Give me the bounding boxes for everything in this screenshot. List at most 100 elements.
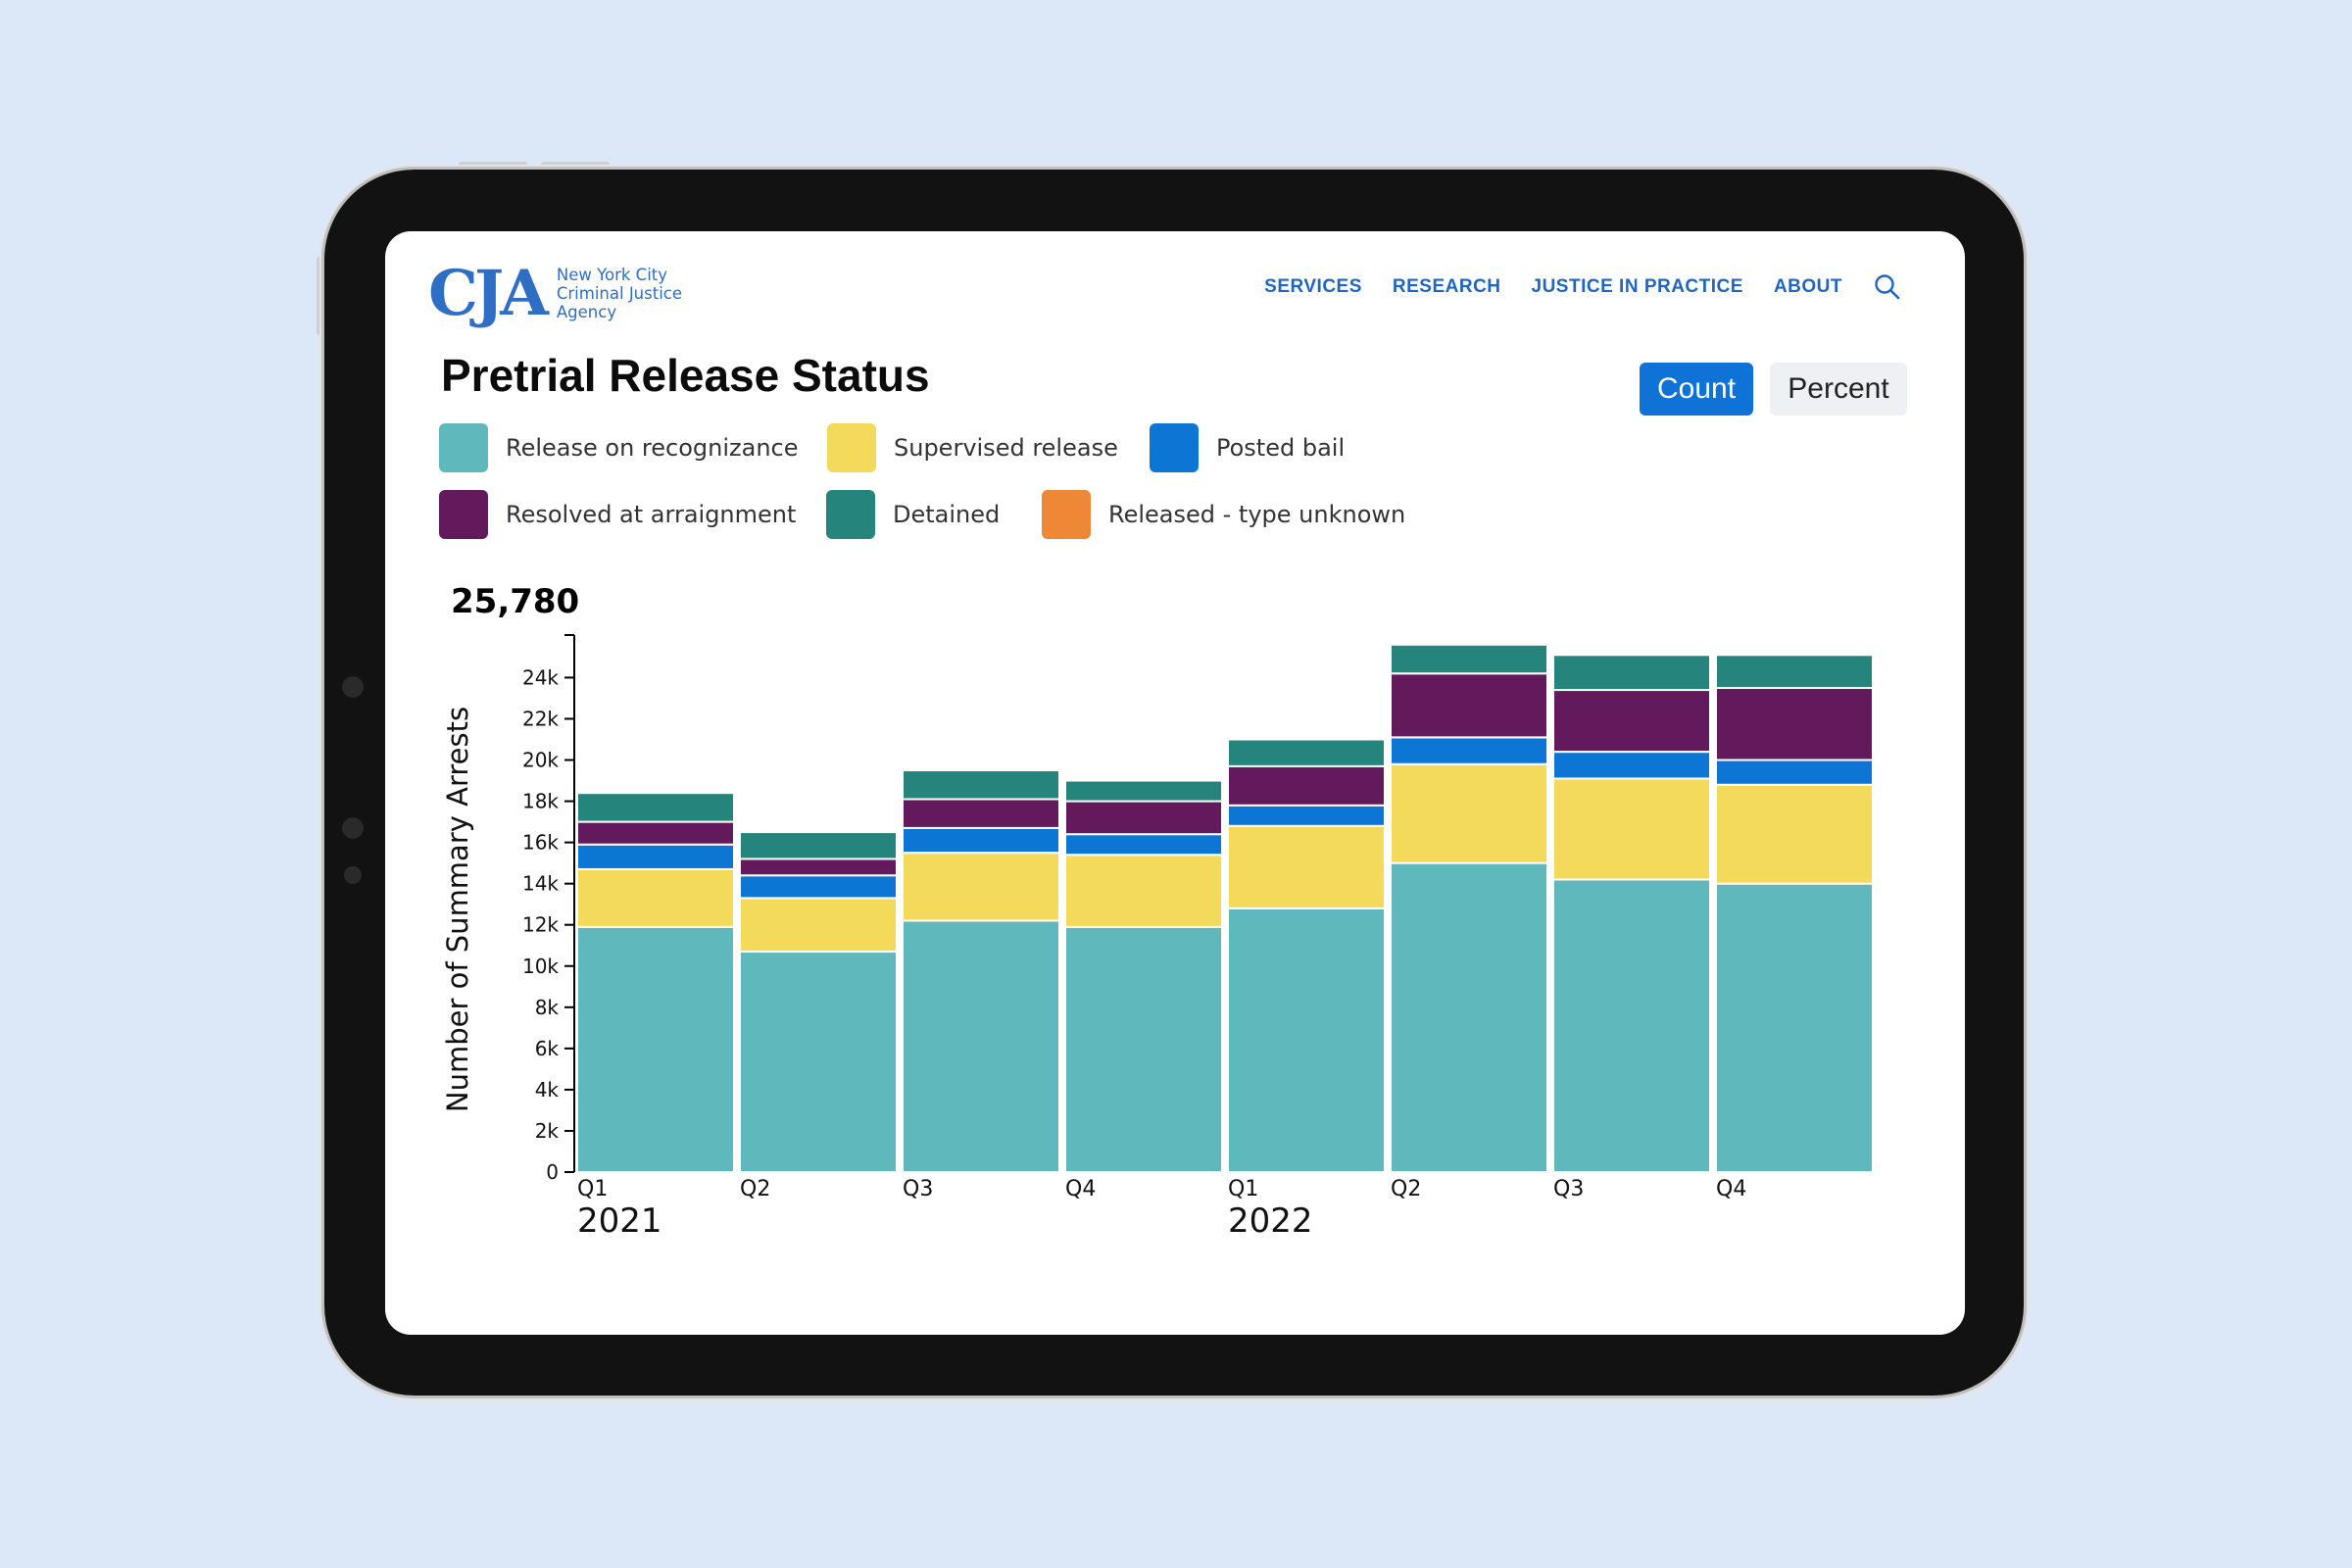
legend-swatch: [1150, 423, 1199, 472]
bar-segment: [1715, 882, 1874, 1174]
bar-segment: [1227, 738, 1386, 767]
legend-item-resolved: Resolved at arraignment: [439, 490, 796, 539]
x-tick-label: Q4: [1716, 1177, 1746, 1201]
legend-swatch: [826, 490, 875, 539]
x-tick-label: Q4: [1065, 1177, 1096, 1201]
bar-segment: [1064, 800, 1223, 836]
sensor-dot: [342, 817, 364, 839]
page-title: Pretrial Release Status: [441, 350, 930, 401]
legend-label: Posted bail: [1216, 434, 1346, 462]
x-tick-label: Q2: [740, 1177, 770, 1201]
bar-segment: [576, 843, 735, 870]
y-tick-label: 18k: [522, 790, 559, 813]
x-year-label: 2021: [577, 1201, 662, 1241]
bar-segment: [1715, 759, 1874, 786]
nav-services[interactable]: SERVICES: [1264, 276, 1362, 297]
bar-segment: [576, 792, 735, 823]
bar-segment: [739, 858, 898, 877]
bar-segment: [1715, 654, 1874, 689]
legend-item-bail: Posted bail: [1150, 423, 1345, 472]
x-tick-label: Q2: [1391, 1177, 1421, 1201]
y-tick-label: 12k: [522, 913, 559, 937]
bar-segment: [1715, 686, 1874, 761]
x-tick-label: Q1: [577, 1177, 608, 1201]
count-toggle-button[interactable]: Count: [1640, 363, 1753, 416]
main-nav: SERVICES RESEARCH JUSTICE IN PRACTICE AB…: [1264, 272, 1902, 302]
sensor-dot-small: [344, 866, 362, 884]
power-button: [541, 162, 610, 170]
nav-research[interactable]: RESEARCH: [1392, 276, 1501, 297]
bar-segment: [1064, 779, 1223, 803]
y-tick-label: 2k: [535, 1119, 560, 1143]
y-tick-label: 0: [546, 1160, 559, 1184]
y-axis-title: Number of Summary Arrests: [441, 707, 474, 1112]
bar-segment: [1390, 736, 1548, 765]
cja-logo[interactable]: CJA New York City Criminal Justice Agenc…: [428, 257, 713, 330]
legend-label: Release on recognizance: [506, 434, 799, 462]
logo-text: New York City Criminal Justice Agency: [557, 266, 713, 321]
bar-segment: [1552, 689, 1711, 754]
side-button: [317, 257, 324, 335]
y-tick-label: 4k: [535, 1078, 560, 1102]
nav-about[interactable]: ABOUT: [1773, 276, 1842, 297]
bar-segment: [1390, 672, 1548, 739]
search-icon[interactable]: [1873, 272, 1902, 302]
legend-item-detained: Detained: [826, 490, 1000, 539]
y-tick-label: 20k: [522, 749, 559, 772]
bar-segment: [1227, 906, 1386, 1173]
y-tick-label: 14k: [522, 872, 559, 896]
bars-group: [576, 643, 1874, 1174]
percent-toggle-button[interactable]: Percent: [1770, 363, 1907, 416]
bar-segment: [1390, 861, 1548, 1174]
screen: CJA New York City Criminal Justice Agenc…: [385, 231, 1965, 1335]
bar-segment: [739, 951, 898, 1173]
logo-mark: CJA: [428, 257, 549, 330]
bar-segment: [902, 769, 1060, 801]
bar-segment: [739, 897, 898, 954]
bar-segment: [1552, 751, 1711, 780]
bar-segment: [576, 820, 735, 846]
legend-label: Released - type unknown: [1108, 501, 1406, 528]
legend-label: Resolved at arraignment: [506, 501, 797, 528]
total-label: 25,780: [451, 582, 579, 621]
y-tick-label: 22k: [522, 707, 559, 730]
bar-segment: [739, 874, 898, 900]
bar-segment: [1390, 643, 1548, 675]
x-tick-label: Q3: [903, 1177, 933, 1201]
legend-label: Supervised release: [894, 434, 1118, 462]
bar-segment: [1715, 783, 1874, 885]
legend-swatch: [439, 490, 488, 539]
x-tick-label: Q1: [1228, 1177, 1258, 1201]
legend-label: Detained: [893, 501, 1001, 528]
bar-segment: [1227, 804, 1386, 827]
bar-segment: [902, 826, 1060, 855]
y-tick-label: 24k: [522, 665, 559, 689]
x-year-label: 2022: [1228, 1201, 1313, 1241]
bar-segment: [1552, 878, 1711, 1173]
bar-segment: [902, 852, 1060, 922]
nav-justice-in-practice[interactable]: JUSTICE IN PRACTICE: [1531, 276, 1743, 297]
legend-item-unknown: Released - type unknown: [1042, 490, 1405, 539]
y-tick-label: 10k: [522, 955, 559, 978]
bar-segment: [1064, 854, 1223, 928]
y-tick-label: 16k: [522, 831, 559, 855]
bar-segment: [1227, 824, 1386, 909]
bar-segment: [1390, 762, 1548, 864]
legend-swatch: [827, 423, 876, 472]
x-tick-label: Q3: [1553, 1177, 1584, 1201]
bar-segment: [1227, 764, 1386, 807]
legend-item-ror: Release on recognizance: [439, 423, 799, 472]
camera-dot: [342, 676, 364, 698]
legend-swatch: [439, 423, 488, 472]
y-tick-label: 6k: [535, 1037, 560, 1060]
legend-item-supervised: Supervised release: [827, 423, 1118, 472]
legend-swatch: [1042, 490, 1091, 539]
logo-line-3: Agency: [556, 303, 617, 321]
bar-segment: [1064, 925, 1223, 1173]
logo-line-2: Criminal Justice: [556, 284, 683, 303]
logo-line-1: New York City: [556, 266, 668, 284]
bar-segment: [576, 867, 735, 928]
bar-segment: [902, 798, 1060, 829]
bar-segment: [1064, 833, 1223, 857]
